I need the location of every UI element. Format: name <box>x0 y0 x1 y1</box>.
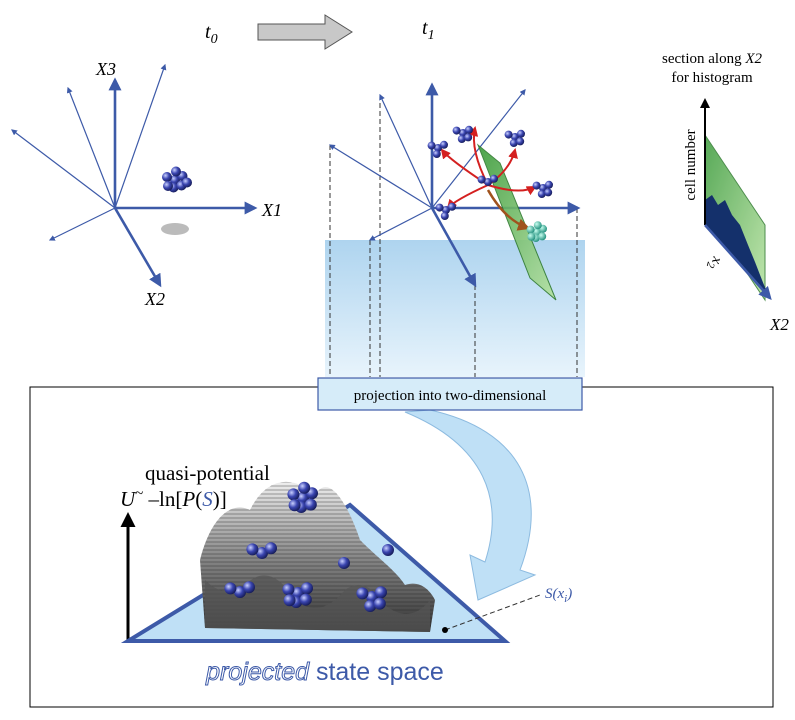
cell <box>282 583 294 595</box>
caption-axis: X2 <box>744 51 762 67</box>
cell <box>533 182 541 190</box>
time-label: t1 <box>422 17 435 43</box>
cell <box>289 499 301 511</box>
cell <box>534 221 542 229</box>
cell <box>516 137 524 145</box>
projection-label: projection into two-dimensional <box>354 388 546 404</box>
cell <box>265 542 277 554</box>
cell <box>527 226 535 234</box>
s: S <box>202 487 213 511</box>
cell <box>382 544 394 556</box>
potential-formula: U~ –ln[P(S)] <box>120 486 227 511</box>
cell <box>243 581 255 593</box>
cell <box>517 130 525 138</box>
rest: state space <box>309 658 444 686</box>
close: )] <box>213 487 227 511</box>
cell <box>162 172 172 182</box>
cell <box>441 212 449 220</box>
histogram-x-label: x2 <box>704 253 726 271</box>
cell <box>356 587 368 599</box>
cell <box>453 127 461 135</box>
prefix: –ln[ <box>143 487 182 511</box>
histogram-caption: for histogram <box>671 70 753 86</box>
projection-shade <box>325 240 585 377</box>
cell <box>538 232 546 240</box>
cell <box>374 598 386 610</box>
axis-label: X2 <box>769 315 789 334</box>
state-point <box>442 627 448 633</box>
histogram <box>705 100 770 300</box>
axis-label: X1 <box>261 200 282 220</box>
axes-t0 <box>12 65 255 285</box>
page: {"time_labels":[{"symbol":"t","subscript… <box>0 0 795 720</box>
cell <box>224 582 236 594</box>
cell <box>448 203 456 211</box>
axis-label: X3 <box>95 59 116 79</box>
cell <box>163 181 173 191</box>
diagram: t0 t1 X3 X1 X2 section along X2 for hist… <box>0 0 795 720</box>
cell <box>301 582 313 594</box>
cell <box>433 150 441 158</box>
cell <box>305 499 317 511</box>
time-label: t0 <box>205 21 218 47</box>
subscript: 0 <box>211 32 218 47</box>
histogram-caption: section along X2 <box>662 51 762 67</box>
axis-label: X2 <box>144 289 165 309</box>
cell <box>182 178 192 188</box>
cell <box>284 594 296 606</box>
relation: ~ <box>135 486 143 502</box>
time-arrow <box>258 15 352 49</box>
emphasis: projected <box>205 658 310 686</box>
cell <box>465 126 473 134</box>
cell <box>490 175 498 183</box>
histogram-y-label: cell number <box>683 129 699 200</box>
p: P <box>181 487 195 511</box>
potential-title: quasi-potential <box>145 461 270 485</box>
cell <box>464 133 472 141</box>
state-label: S(xi) <box>545 586 572 605</box>
caption-text: section along <box>662 51 742 67</box>
cell <box>300 594 312 606</box>
cell <box>478 176 486 184</box>
open: ( <box>195 487 202 511</box>
cell <box>298 482 310 494</box>
cell <box>505 131 513 139</box>
subscript: 1 <box>428 28 435 43</box>
cell <box>338 557 350 569</box>
cell <box>527 233 535 241</box>
cell <box>440 141 448 149</box>
cell <box>287 488 299 500</box>
cell <box>171 167 181 177</box>
space-label: projected state space <box>205 658 444 686</box>
cell <box>436 204 444 212</box>
symbol: S(x <box>545 586 564 602</box>
cell <box>246 543 258 555</box>
cell <box>428 142 436 150</box>
cell <box>545 181 553 189</box>
close: ) <box>566 586 572 602</box>
cell <box>544 188 552 196</box>
cell <box>375 586 387 598</box>
